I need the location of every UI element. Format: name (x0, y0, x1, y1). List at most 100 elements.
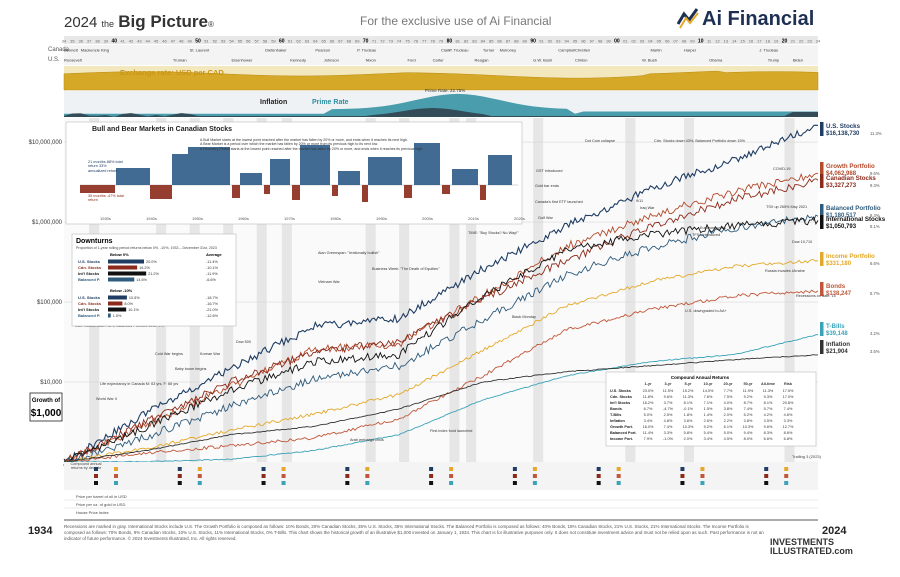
year-tick-label: 82 (464, 39, 469, 44)
compound-cell: 7.7% (724, 389, 733, 393)
compound-cell: 2.5% (664, 413, 673, 417)
canada-pm-name: Pearson (315, 48, 330, 53)
year-tick-label: 68 (347, 39, 352, 44)
bear-market-bar (404, 185, 412, 198)
year-tick-label: 94 (564, 39, 569, 44)
legend-name: T-Bills (826, 323, 845, 330)
legend-value: $3,327,273 (826, 183, 857, 189)
event-annotation: Cold War begins (155, 352, 183, 356)
canada-pm-name: Campbell (558, 48, 575, 53)
trailing-label: Trailing 3 (2023) (792, 454, 822, 459)
bull-market-bar (488, 155, 512, 185)
recession-band (281, 118, 292, 462)
year-tick-label: 69 (355, 39, 360, 44)
event-annotation: Dow 500 (236, 340, 251, 344)
decade-return-swatch (449, 481, 454, 485)
first-bear-note: 35 months -47% total return (88, 194, 124, 203)
compound-row-name: Inflation (610, 419, 625, 423)
compound-cell: 3.8% (724, 407, 733, 411)
legend-name: Bonds (826, 283, 846, 290)
legend-swatch (820, 174, 824, 188)
bull-market-bar (116, 168, 150, 185)
average-label: Average (206, 252, 222, 257)
compound-cell: 3.8% (744, 419, 753, 423)
legend-rate: 8.3% (870, 213, 880, 218)
year-tick-label: 80 (447, 39, 453, 45)
compound-cell: 11.3% (763, 389, 774, 393)
bear-market-bar (232, 185, 240, 198)
event-annotation: Iraq War (640, 206, 655, 210)
year-tick-label: 97 (590, 39, 595, 44)
decade-return-swatch (197, 474, 202, 478)
legend-rate: 5.7% (870, 291, 880, 296)
brand-title: 2024 the Big Picture® (64, 12, 214, 31)
decade-return-swatch (197, 481, 202, 485)
downturn-bar (108, 295, 127, 300)
year-tick-label: 43 (137, 39, 142, 44)
compound-cell: 5.7% (764, 407, 773, 411)
legend-rate: 8.1% (870, 224, 880, 229)
canada-pm-names: Bennett Mackenzie King St. Laurent Diefenba… (64, 48, 778, 53)
exchange-rate-area (63, 70, 819, 91)
compound-row-name: Bonds (610, 407, 622, 411)
year-tick-label: 51 (204, 39, 209, 44)
decade-return-swatch (616, 481, 621, 485)
year-tick-label: 47 (171, 39, 176, 44)
year-tick-label: 10 (698, 39, 704, 45)
event-annotation: 9/11 (636, 199, 643, 203)
decade-return-swatch (365, 481, 370, 485)
year-tick-label: 21 (791, 39, 796, 44)
legend-name: Canadian Stocks (826, 175, 876, 182)
compound-cell: 8.6% (784, 431, 793, 435)
year-tick-label: 14 (732, 39, 737, 44)
decade-return-swatch (345, 481, 350, 485)
decade-return-swatch (429, 481, 434, 485)
decade-return-swatches (94, 467, 789, 485)
event-annotation: Gulf War (538, 216, 554, 220)
series-legend: U.S. Stocks$16,138,730 11.3% Growth Portfo… (820, 122, 886, 355)
y-tick-labels: $10,000 $100,000 $1,000,000 $10,000,000 (29, 140, 63, 386)
bear-market-bar (332, 185, 338, 196)
compound-cell: 7.4% (784, 407, 793, 411)
legend-name: International Stocks (826, 216, 886, 223)
bear-market-bar (442, 185, 450, 194)
ii-line2: ILLUSTRATED.com (770, 546, 853, 556)
y-tick-label: $10,000 (40, 380, 62, 386)
decade-return-swatch (94, 467, 98, 471)
compound-cell: 7.1% (704, 401, 713, 405)
year-tick-label: 00 (614, 39, 620, 45)
legend-swatch (820, 215, 824, 229)
header: 2024 the Big Picture® For the exclusive … (0, 0, 900, 34)
inflation-label: Inflation (260, 99, 287, 106)
year-tick-label: 36 (79, 39, 84, 44)
year-tick-label: 23 (807, 39, 812, 44)
downturn-pct: 10.1% (128, 308, 139, 312)
us-president-name: Johnson (324, 58, 339, 63)
compound-cell: 11.3% (683, 395, 694, 399)
bull-market-bar (188, 147, 230, 185)
compound-row-name: Balanced Port. (610, 431, 637, 435)
year-tick-label: 46 (162, 39, 167, 44)
decade-return-swatch (764, 481, 769, 485)
year-tick-label: 70 (363, 39, 369, 45)
downturn-row-name: Int'l Stocks (78, 271, 100, 276)
compound-cell: 8.3% (764, 431, 773, 435)
compound-cell: 7.6% (704, 395, 713, 399)
inset-decade-label: 1940s (146, 216, 157, 221)
event-annotation: First index fund launched (430, 429, 472, 433)
compound-cell: 6.6% (764, 437, 773, 441)
bull-definition: A Bull Market starts at the lowest point… (200, 138, 408, 142)
decade-return-swatch (700, 467, 705, 471)
inset-decade-labels: 1930s 1940s 1950s 1960s 1970s 1980s 1990s 2000s… (100, 216, 525, 221)
downturns-below10-rows: U.S. Stocks 10.5% -18.7% Cdn. Stocks 8.0% -16… (78, 295, 219, 318)
year-tick-label: 78 (430, 39, 435, 44)
bull-market-bar (414, 143, 440, 185)
year-tick-label: 93 (556, 39, 561, 44)
event-annotation: Cdn. Stocks down 43%, Balanced Portfolio… (654, 139, 746, 143)
prime-rate-area (64, 93, 818, 117)
year-tick-label: 49 (187, 39, 192, 44)
compound-cell: 16.0% (643, 425, 654, 429)
compound-cell: 3.6% (684, 419, 693, 423)
year-tick-label: 44 (146, 39, 151, 44)
decade-return-swatch (449, 474, 454, 478)
